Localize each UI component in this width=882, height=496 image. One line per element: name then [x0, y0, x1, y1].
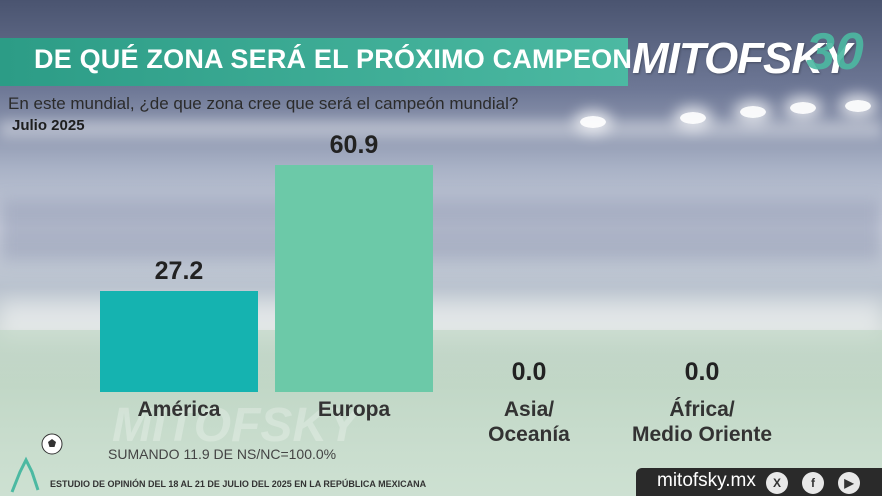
youtube-icon[interactable]: ▶: [838, 472, 860, 494]
player-silhouette-icon: [10, 456, 40, 493]
value-label-1: 60.9: [329, 131, 379, 159]
survey-question: En este mundial, ¿de que zona cree que s…: [8, 94, 519, 113]
watermark: MITOFSKY: [112, 399, 360, 452]
value-label-3: 0.0: [684, 358, 720, 386]
value-label-0: 27.2: [154, 257, 204, 285]
stadium-light-icon: [740, 106, 766, 118]
category-label-line: Oceanía: [488, 423, 570, 446]
stand-decoration: [0, 200, 882, 260]
category-label-2: Asia/Oceanía: [439, 397, 619, 447]
survey-date: Julio 2025: [12, 117, 85, 134]
facebook-icon[interactable]: f: [802, 472, 824, 494]
stand-decoration: [0, 120, 882, 138]
study-footer: ESTUDIO DE OPINIÓN DEL 18 AL 21 DE JULIO…: [50, 479, 427, 489]
bar-0: [100, 291, 258, 392]
category-label-line: Europa: [317, 398, 391, 421]
soccer-ball-icon: [41, 433, 63, 455]
category-label-line: Medio Oriente: [631, 423, 773, 446]
category-label-line: América: [137, 398, 221, 421]
category-label-line: Asia/: [503, 398, 555, 421]
category-label-3: África/Medio Oriente: [612, 397, 792, 447]
stadium-light-icon: [680, 112, 706, 124]
stadium-light-icon: [790, 102, 816, 114]
title-band: [0, 38, 628, 86]
stadium-light-icon: [580, 116, 606, 128]
category-label-1: Europa: [264, 397, 444, 422]
mitofsky-logo: MITOFSKY: [632, 34, 852, 83]
x-icon[interactable]: X: [766, 472, 788, 494]
logo-anniversary-number: 30: [806, 23, 864, 81]
nsnc-note: SUMANDO 11.9 DE NS/NC=100.0%: [108, 446, 337, 462]
category-label-line: África/: [669, 398, 735, 421]
category-label-0: América: [89, 397, 269, 422]
stadium-light-icon: [845, 100, 871, 112]
bar-1: [275, 165, 433, 392]
page-title: DE QUÉ ZONA SERÁ EL PRÓXIMO CAMPEON: [34, 44, 633, 74]
value-label-2: 0.0: [511, 358, 547, 386]
brand-link[interactable]: mitofsky.mx: [657, 470, 756, 491]
